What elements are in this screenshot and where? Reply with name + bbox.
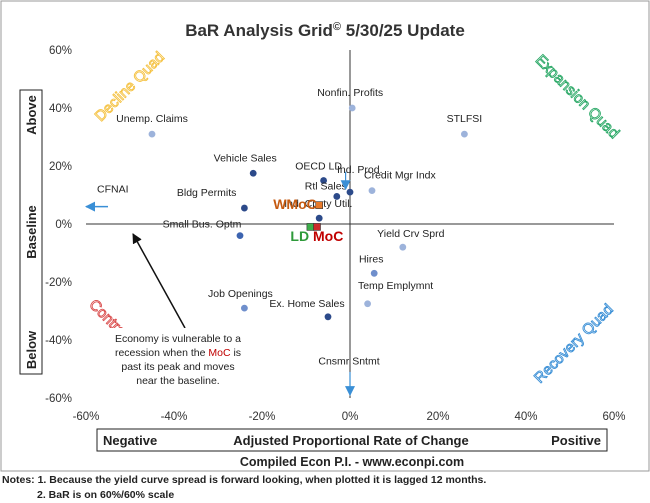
point-marker xyxy=(348,104,356,112)
note-2: 2. BaR is on 60%/60% scale xyxy=(37,489,175,501)
annotation-line-4: near the baseline. xyxy=(136,375,219,387)
y-tick-labels: -60% -40% -20% 0% 20% 40% 60% xyxy=(45,45,72,405)
y-tick-label: -60% xyxy=(45,393,72,405)
point-label: CFNAI xyxy=(97,184,129,196)
point-label: Rtl Sales xyxy=(305,180,347,192)
point-vehicle-sales: Vehicle Sales xyxy=(214,152,277,177)
point-yield-crv-sprd: Yield Crv Sprd xyxy=(377,228,445,251)
y-tick-label: 0% xyxy=(55,219,72,231)
marker-label: MoC xyxy=(313,228,343,244)
point-bldg-permits: Bldg Permits xyxy=(177,187,248,212)
point-marker xyxy=(324,313,332,321)
point-ex-home-sales: Ex. Home Sales xyxy=(269,298,345,321)
point-label: Nonfin. Profits xyxy=(317,87,383,99)
marker-label: LD xyxy=(290,228,309,244)
point-small-bus-optm: Small Bus. Optm xyxy=(163,219,244,240)
marker-label: WMoC xyxy=(273,196,317,212)
x-tick-label: -60% xyxy=(73,411,100,423)
point-unemp-claims: Unemp. Claims xyxy=(116,113,188,138)
x-axis-label: Negative Adjusted Proportional Rate of C… xyxy=(96,428,608,452)
point-rtl-sales: Rtl Sales xyxy=(305,180,347,200)
point-marker xyxy=(241,204,248,212)
y-label-above: Above xyxy=(24,95,39,135)
x-tick-label: 40% xyxy=(514,411,537,423)
annotation-box xyxy=(105,328,255,390)
y-tick-label: -40% xyxy=(45,335,72,347)
x-tick-label: -20% xyxy=(249,411,276,423)
point-label: Ex. Home Sales xyxy=(269,298,344,310)
point-marker xyxy=(364,300,371,308)
y-tick-label: 60% xyxy=(49,45,72,57)
y-label-box xyxy=(19,89,43,375)
point-label: OECD LD xyxy=(295,161,342,173)
annotation-arrow xyxy=(132,233,186,329)
x-label-negative: Negative xyxy=(103,433,157,448)
source-credit: Compiled Econ P.I. - www.econpi.com xyxy=(240,455,464,469)
point-label: Ind. Prod. xyxy=(337,164,383,176)
annotation-line-2: recession when the MoC is xyxy=(115,347,241,359)
point-label: STLFSI xyxy=(447,113,483,125)
y-tick-label: -20% xyxy=(45,277,72,289)
point-marker xyxy=(461,130,468,138)
point-marker xyxy=(315,214,323,222)
point-marker xyxy=(249,169,257,177)
chart-title: BaR Analysis Grid© 5/30/25 Update xyxy=(185,21,465,40)
point-marker xyxy=(236,232,244,240)
point-nonfin-profits: Nonfin. Profits xyxy=(317,87,383,112)
point-marker xyxy=(320,177,327,184)
x-tick-label: 60% xyxy=(602,411,625,423)
annotation-text: Economy is vulnerable to a recession whe… xyxy=(115,333,241,387)
point-ind-prod: Ind. Prod. xyxy=(337,164,383,196)
point-credit-mgr-indx: Credit Mgr Indx xyxy=(364,170,437,195)
x-tick-labels: -60% -40% -20% 0% 20% 40% 60% xyxy=(73,411,626,423)
chart-frame xyxy=(0,0,650,472)
note-1: Notes: 1. Because the yield curve spread… xyxy=(2,474,487,486)
point-label: Credit Mgr Indx xyxy=(364,170,437,182)
data-points: Nonfin. Profits Unemp. Claims STLFSI Vehicl… xyxy=(97,87,482,368)
annotation-line-1: Economy is vulnerable to a xyxy=(115,333,241,345)
point-job-openings: Job Openings xyxy=(208,288,273,312)
point-stlfsi: STLFSI xyxy=(447,113,483,138)
y-axis-label: Above Baseline Below xyxy=(19,89,43,375)
point-hires: Hires xyxy=(359,253,384,277)
point-marker xyxy=(346,188,354,196)
x-tick-label: 0% xyxy=(342,411,359,423)
y-tick-label: 40% xyxy=(49,103,72,115)
annotation-line-3: past its peak and moves xyxy=(121,361,234,373)
point-label: Temp Emplymnt xyxy=(358,280,433,292)
x-label-title: Adjusted Proportional Rate of Change xyxy=(233,433,468,448)
point-marker xyxy=(333,193,341,200)
point-label: Unemp. Claims xyxy=(116,113,188,125)
point-marker xyxy=(368,187,376,195)
point-marker xyxy=(241,304,248,312)
y-label-below: Below xyxy=(24,330,39,369)
point-cfnai: CFNAI xyxy=(97,184,129,196)
x-label-positive: Positive xyxy=(551,433,601,448)
point-oecd-ld: OECD LD xyxy=(295,161,342,184)
x-tick-label: 20% xyxy=(426,411,449,423)
point-label: Cnsmr Sntmt xyxy=(318,356,379,368)
point-label: Job Openings xyxy=(208,288,273,300)
point-label: Small Bus. Optm xyxy=(163,219,242,231)
marker-square xyxy=(315,201,324,209)
marker-moc: MoC xyxy=(313,223,343,244)
x-label-box xyxy=(96,428,608,452)
point-label: Vehicle Sales xyxy=(214,152,277,164)
point-marker xyxy=(399,243,407,251)
point-cnsmr-sntmt: Cnsmr Sntmt xyxy=(318,356,379,368)
point-label: Yield Crv Sprd xyxy=(377,228,444,240)
point-marker xyxy=(370,269,378,277)
point-marker xyxy=(148,130,156,138)
x-tick-label: -40% xyxy=(161,411,188,423)
point-temp-emplymnt: Temp Emplymnt xyxy=(358,280,433,308)
point-label: Bldg Permits xyxy=(177,187,237,199)
marker-square xyxy=(313,223,321,231)
point-label: Hires xyxy=(359,253,384,265)
y-label-baseline: Baseline xyxy=(24,205,39,258)
y-tick-label: 20% xyxy=(49,161,72,173)
moc-markers: WMoC LD MoC xyxy=(273,196,343,244)
marker-wmoc: WMoC xyxy=(273,196,324,212)
